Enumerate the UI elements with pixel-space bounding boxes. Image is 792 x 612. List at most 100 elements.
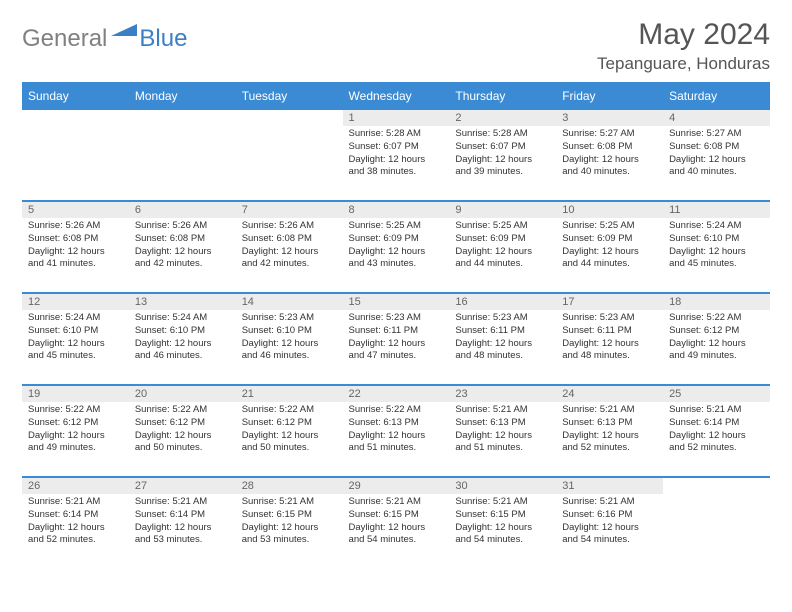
brand-part1: General (22, 25, 107, 53)
day-details: Sunrise: 5:21 AMSunset: 6:15 PMDaylight:… (449, 494, 556, 551)
calendar-cell: 21Sunrise: 5:22 AMSunset: 6:12 PMDayligh… (236, 385, 343, 477)
day-number: 23 (449, 386, 556, 402)
day-details: Sunrise: 5:21 AMSunset: 6:14 PMDaylight:… (663, 402, 770, 459)
calendar-cell: 7Sunrise: 5:26 AMSunset: 6:08 PMDaylight… (236, 201, 343, 293)
calendar-cell: 6Sunrise: 5:26 AMSunset: 6:08 PMDaylight… (129, 201, 236, 293)
day-details: Sunrise: 5:21 AMSunset: 6:16 PMDaylight:… (556, 494, 663, 551)
day-details: Sunrise: 5:21 AMSunset: 6:13 PMDaylight:… (556, 402, 663, 459)
day-number: 10 (556, 202, 663, 218)
day-details: Sunrise: 5:22 AMSunset: 6:12 PMDaylight:… (22, 402, 129, 459)
page-title: May 2024 (597, 18, 770, 52)
day-number: 11 (663, 202, 770, 218)
day-number: 22 (343, 386, 450, 402)
weekday-header-row: SundayMondayTuesdayWednesdayThursdayFrid… (22, 83, 770, 109)
day-details: Sunrise: 5:22 AMSunset: 6:12 PMDaylight:… (236, 402, 343, 459)
title-block: May 2024 Tepanguare, Honduras (597, 18, 770, 74)
day-details: Sunrise: 5:23 AMSunset: 6:10 PMDaylight:… (236, 310, 343, 367)
day-number: 2 (449, 110, 556, 126)
day-number: 16 (449, 294, 556, 310)
calendar-cell: 23Sunrise: 5:21 AMSunset: 6:13 PMDayligh… (449, 385, 556, 477)
weekday-header: Sunday (22, 83, 129, 109)
brand-triangle-icon (111, 24, 137, 47)
day-details: Sunrise: 5:25 AMSunset: 6:09 PMDaylight:… (343, 218, 450, 275)
day-details: Sunrise: 5:24 AMSunset: 6:10 PMDaylight:… (663, 218, 770, 275)
calendar-cell: 30Sunrise: 5:21 AMSunset: 6:15 PMDayligh… (449, 477, 556, 569)
day-number: 7 (236, 202, 343, 218)
calendar-week-row: 12Sunrise: 5:24 AMSunset: 6:10 PMDayligh… (22, 293, 770, 385)
day-details: Sunrise: 5:21 AMSunset: 6:13 PMDaylight:… (449, 402, 556, 459)
day-details: Sunrise: 5:27 AMSunset: 6:08 PMDaylight:… (556, 126, 663, 183)
calendar-cell: .. (663, 477, 770, 569)
day-number: 25 (663, 386, 770, 402)
day-number: 19 (22, 386, 129, 402)
day-number: 14 (236, 294, 343, 310)
day-number: 4 (663, 110, 770, 126)
day-number: 28 (236, 478, 343, 494)
day-number: 1 (343, 110, 450, 126)
day-number: 17 (556, 294, 663, 310)
day-number: 31 (556, 478, 663, 494)
day-details: Sunrise: 5:26 AMSunset: 6:08 PMDaylight:… (236, 218, 343, 275)
brand-logo: General Blue (22, 24, 187, 53)
day-details: Sunrise: 5:24 AMSunset: 6:10 PMDaylight:… (129, 310, 236, 367)
day-number: 29 (343, 478, 450, 494)
calendar-cell: .. (22, 109, 129, 201)
day-details: Sunrise: 5:26 AMSunset: 6:08 PMDaylight:… (129, 218, 236, 275)
weekday-header: Monday (129, 83, 236, 109)
calendar-cell: 14Sunrise: 5:23 AMSunset: 6:10 PMDayligh… (236, 293, 343, 385)
calendar-cell: .. (236, 109, 343, 201)
day-number: 13 (129, 294, 236, 310)
calendar-cell: 25Sunrise: 5:21 AMSunset: 6:14 PMDayligh… (663, 385, 770, 477)
calendar-cell: 12Sunrise: 5:24 AMSunset: 6:10 PMDayligh… (22, 293, 129, 385)
day-number: 5 (22, 202, 129, 218)
calendar-week-row: 5Sunrise: 5:26 AMSunset: 6:08 PMDaylight… (22, 201, 770, 293)
calendar-cell: 22Sunrise: 5:22 AMSunset: 6:13 PMDayligh… (343, 385, 450, 477)
day-details: Sunrise: 5:23 AMSunset: 6:11 PMDaylight:… (556, 310, 663, 367)
brand-part2: Blue (139, 25, 187, 53)
calendar-cell: 27Sunrise: 5:21 AMSunset: 6:14 PMDayligh… (129, 477, 236, 569)
calendar-cell: 31Sunrise: 5:21 AMSunset: 6:16 PMDayligh… (556, 477, 663, 569)
calendar-cell: 11Sunrise: 5:24 AMSunset: 6:10 PMDayligh… (663, 201, 770, 293)
calendar-cell: 8Sunrise: 5:25 AMSunset: 6:09 PMDaylight… (343, 201, 450, 293)
calendar-cell: 15Sunrise: 5:23 AMSunset: 6:11 PMDayligh… (343, 293, 450, 385)
day-number: 3 (556, 110, 663, 126)
calendar-cell: 3Sunrise: 5:27 AMSunset: 6:08 PMDaylight… (556, 109, 663, 201)
calendar-table: SundayMondayTuesdayWednesdayThursdayFrid… (22, 82, 770, 569)
day-details: Sunrise: 5:27 AMSunset: 6:08 PMDaylight:… (663, 126, 770, 183)
day-number: 18 (663, 294, 770, 310)
day-number: 12 (22, 294, 129, 310)
calendar-cell: 18Sunrise: 5:22 AMSunset: 6:12 PMDayligh… (663, 293, 770, 385)
day-details: Sunrise: 5:22 AMSunset: 6:13 PMDaylight:… (343, 402, 450, 459)
calendar-cell: 20Sunrise: 5:22 AMSunset: 6:12 PMDayligh… (129, 385, 236, 477)
day-details: Sunrise: 5:26 AMSunset: 6:08 PMDaylight:… (22, 218, 129, 275)
weekday-header: Saturday (663, 83, 770, 109)
day-details: Sunrise: 5:23 AMSunset: 6:11 PMDaylight:… (449, 310, 556, 367)
day-details: Sunrise: 5:25 AMSunset: 6:09 PMDaylight:… (449, 218, 556, 275)
calendar-cell: 28Sunrise: 5:21 AMSunset: 6:15 PMDayligh… (236, 477, 343, 569)
weekday-header: Thursday (449, 83, 556, 109)
day-details: Sunrise: 5:21 AMSunset: 6:14 PMDaylight:… (129, 494, 236, 551)
day-number: 27 (129, 478, 236, 494)
calendar-cell: 4Sunrise: 5:27 AMSunset: 6:08 PMDaylight… (663, 109, 770, 201)
calendar-cell: 24Sunrise: 5:21 AMSunset: 6:13 PMDayligh… (556, 385, 663, 477)
calendar-cell: 1Sunrise: 5:28 AMSunset: 6:07 PMDaylight… (343, 109, 450, 201)
weekday-header: Friday (556, 83, 663, 109)
calendar-cell: 2Sunrise: 5:28 AMSunset: 6:07 PMDaylight… (449, 109, 556, 201)
calendar-week-row: 19Sunrise: 5:22 AMSunset: 6:12 PMDayligh… (22, 385, 770, 477)
day-details: Sunrise: 5:24 AMSunset: 6:10 PMDaylight:… (22, 310, 129, 367)
calendar-body: ......1Sunrise: 5:28 AMSunset: 6:07 PMDa… (22, 109, 770, 569)
day-number: 21 (236, 386, 343, 402)
day-details: Sunrise: 5:22 AMSunset: 6:12 PMDaylight:… (129, 402, 236, 459)
day-number: 9 (449, 202, 556, 218)
day-details: Sunrise: 5:28 AMSunset: 6:07 PMDaylight:… (343, 126, 450, 183)
day-number: 26 (22, 478, 129, 494)
calendar-week-row: ......1Sunrise: 5:28 AMSunset: 6:07 PMDa… (22, 109, 770, 201)
calendar-cell: .. (129, 109, 236, 201)
calendar-cell: 26Sunrise: 5:21 AMSunset: 6:14 PMDayligh… (22, 477, 129, 569)
day-number: 24 (556, 386, 663, 402)
calendar-cell: 16Sunrise: 5:23 AMSunset: 6:11 PMDayligh… (449, 293, 556, 385)
calendar-cell: 29Sunrise: 5:21 AMSunset: 6:15 PMDayligh… (343, 477, 450, 569)
day-number: 8 (343, 202, 450, 218)
day-details: Sunrise: 5:22 AMSunset: 6:12 PMDaylight:… (663, 310, 770, 367)
day-number: 30 (449, 478, 556, 494)
